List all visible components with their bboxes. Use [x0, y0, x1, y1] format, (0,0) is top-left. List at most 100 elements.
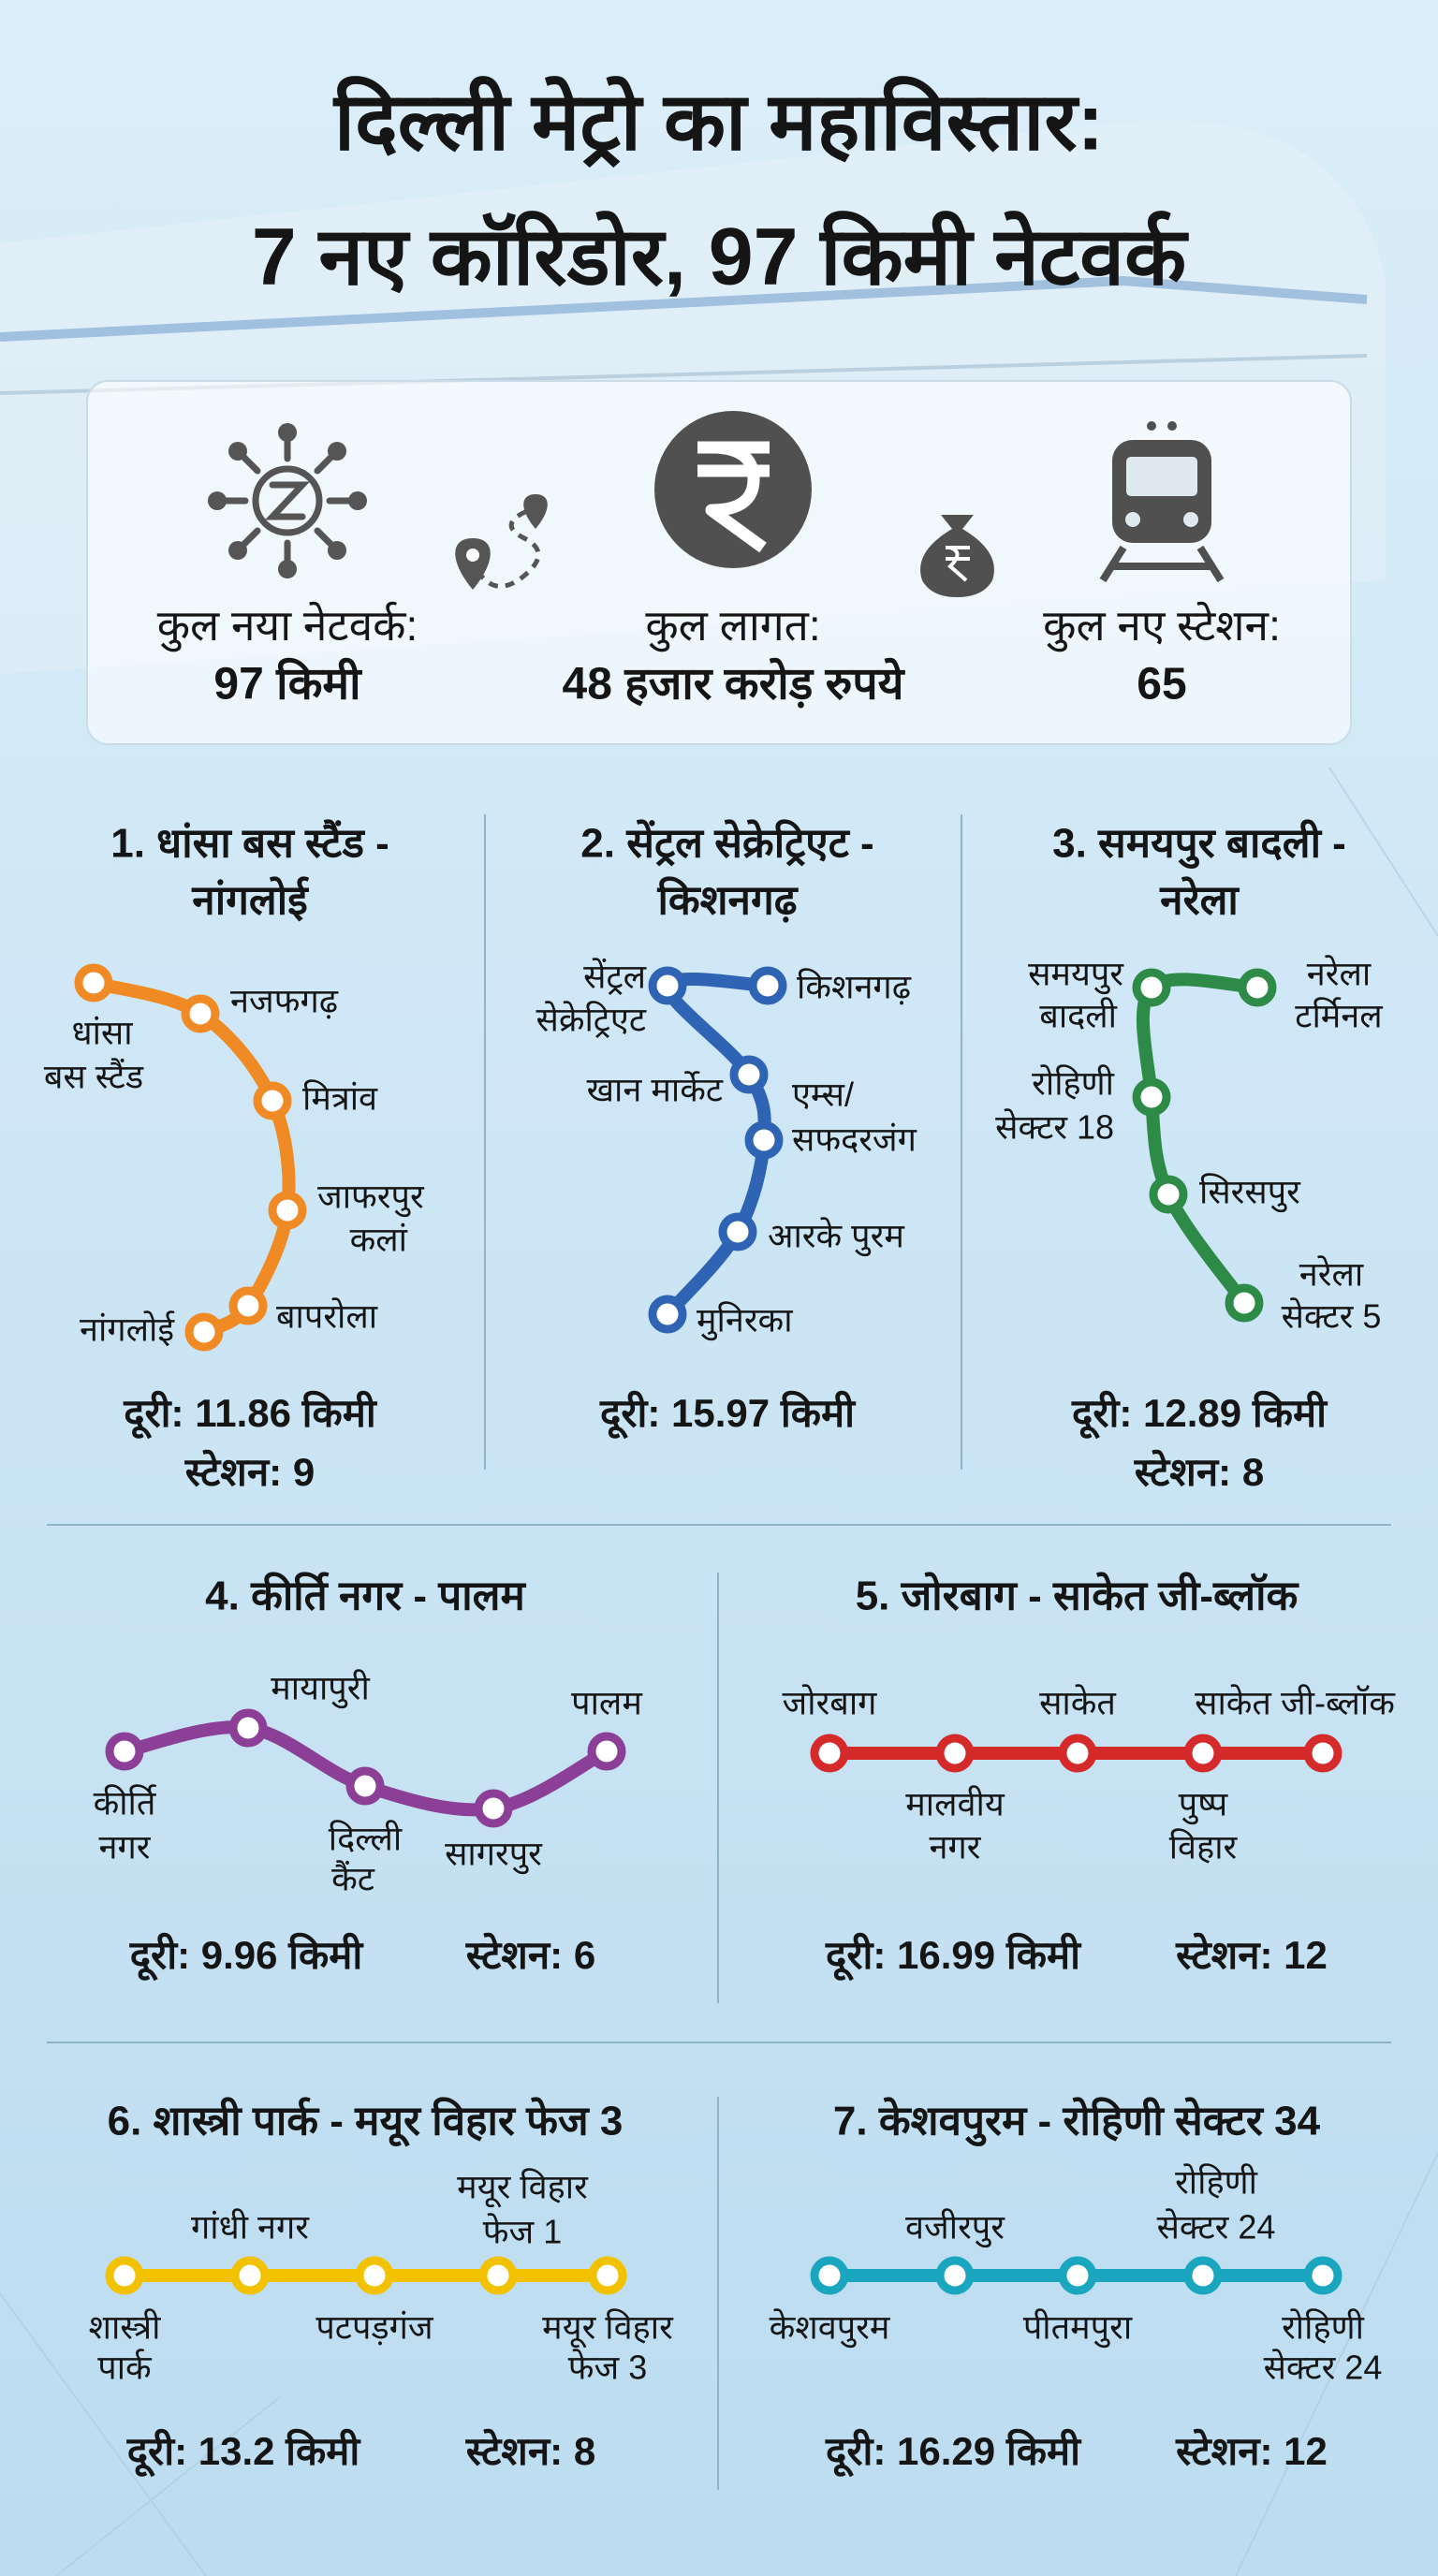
station-dot — [810, 1734, 849, 1773]
distance: दूरी: 15.97 किमी — [599, 1390, 857, 1440]
corridor-title: 4. कीर्ति नगर - पालम — [205, 1572, 526, 1619]
station-label: मायापुरी — [271, 1669, 370, 1709]
station-dot — [1238, 968, 1277, 1007]
summary-value: 48 हजार करोड़ रुपये — [563, 658, 906, 710]
station-label: नजफगढ़ — [230, 982, 339, 1020]
station-dot — [648, 966, 687, 1005]
station-label: रोहिणी — [1032, 1064, 1115, 1103]
station-label: मयूर विहार — [457, 2168, 589, 2208]
station-dot — [184, 1312, 224, 1352]
corridor: 2. सेंट्रल सेक्रेट्रिएट - किशनगढ़ सेंट्रल स… — [536, 819, 917, 1440]
summary-label: कुल नया नेटवर्क: — [157, 601, 418, 652]
station-label: गांधी नगर — [191, 2208, 310, 2247]
money-bag-icon — [920, 515, 994, 597]
station-label: मालवीय — [905, 1785, 1005, 1823]
station-label: शास्त्री — [88, 2308, 161, 2347]
summary-value: 65 — [1137, 660, 1186, 710]
station-label: बादली — [1039, 997, 1117, 1035]
station-dot — [935, 1734, 975, 1773]
corridor-title: 5. जोरबाग - साकेत जी-ब्लॉक — [856, 1572, 1300, 1619]
network-icon — [208, 423, 367, 578]
station-count: स्टेशन: 12 — [1175, 1932, 1328, 1977]
station-dot — [228, 1708, 268, 1748]
station-label: सेक्रेट्रिएट — [536, 1001, 646, 1039]
summary-value: 97 किमी — [213, 658, 362, 710]
station-dot — [1058, 2256, 1097, 2295]
station-label: दिल्ली — [329, 1820, 403, 1858]
station-label: पालम — [571, 1684, 643, 1722]
station-dot — [181, 994, 220, 1033]
station-label: नगर — [930, 1828, 982, 1866]
station-dot — [230, 2256, 270, 2295]
station-dot — [1303, 1734, 1343, 1773]
station-label: बस स्टैंड — [44, 1058, 144, 1096]
station-label: पुष्प — [1179, 1785, 1228, 1825]
station-label: सागरपुर — [445, 1835, 543, 1875]
station-label: धांसा — [71, 1014, 133, 1052]
station-label: कलां — [350, 1221, 408, 1259]
station-label: सेक्टर 18 — [995, 1108, 1114, 1147]
station-dot — [228, 1286, 268, 1325]
corridor-title: नांगलोई — [191, 876, 310, 924]
distance: दूरी: 13.2 किमी — [126, 2428, 362, 2478]
station-dot — [1149, 1175, 1188, 1214]
station-dot — [355, 2256, 394, 2295]
station-count: स्टेशन: 12 — [1175, 2428, 1328, 2473]
station-dot — [1132, 1077, 1171, 1117]
station-dot — [748, 966, 787, 1005]
distance: दूरी: 11.86 किमी — [123, 1390, 378, 1440]
station-label: मुनिरका — [697, 1301, 793, 1341]
station-dot — [1058, 1734, 1097, 1773]
corridor: 5. जोरबाग - साकेत जी-ब्लॉक जोरबाग मालवीय नग… — [783, 1572, 1397, 1982]
corridor-title: 3. समयपुर बादली - — [1052, 819, 1346, 870]
train-icon — [1099, 421, 1225, 583]
corridor-title: 6. शास्त्री पार्क - मयूर विहार फेज 3 — [108, 2097, 624, 2148]
distance: दूरी: 9.96 किमी — [129, 1932, 365, 1982]
faint-network-lines — [0, 767, 1438, 2576]
rupee-icon — [654, 411, 812, 568]
station-label: आरके पुरम — [768, 1217, 905, 1257]
station-label: केशवपुरम — [770, 2308, 891, 2349]
station-label: कीर्ति — [94, 1784, 157, 1822]
station-label: रोहिणी — [1175, 2163, 1258, 2202]
station-label: सफदरजंग — [792, 1120, 917, 1159]
station-label: कैंट — [331, 1860, 375, 1898]
station-dot — [935, 2256, 975, 2295]
station-label: नरेला — [1307, 955, 1372, 993]
corridor: 1. धांसा बस स्टैंड - नांगलोई धांसा बस स्टैं… — [44, 819, 425, 1494]
station-label: समयपुर — [1028, 955, 1124, 995]
corridor-title: किशनगढ़ — [656, 876, 799, 924]
corridor: 6. शास्त्री पार्क - मयूर विहार फेज 3 शास्… — [88, 2097, 674, 2478]
station-label: किशनगढ़ — [797, 968, 912, 1006]
station-label: सेक्टर 5 — [1282, 1297, 1382, 1336]
station-count: स्टेशन: 6 — [465, 1932, 595, 1977]
station-label: सिरसपुर — [1199, 1173, 1301, 1213]
station-dot — [1183, 1734, 1223, 1773]
station-label: वजीरपुर — [905, 2208, 1005, 2248]
corridor-title: 7. केशवपुरम - रोहिणी सेक्टर 34 — [833, 2097, 1321, 2147]
station-dot — [478, 2256, 518, 2295]
station-dot — [268, 1191, 307, 1230]
station-label: नरेला — [1299, 1255, 1364, 1294]
main-title: 7 नए कॉरिडोर, 97 किमी नेटवर्क — [252, 211, 1189, 302]
station-dot — [744, 1120, 784, 1160]
station-label: सेक्टर 24 — [1264, 2349, 1383, 2387]
station-count: स्टेशन: 8 — [1134, 1449, 1264, 1494]
route-icon — [455, 494, 548, 590]
station-label: विहार — [1169, 1828, 1239, 1866]
station-dot — [1303, 2256, 1343, 2295]
station-dot — [1225, 1283, 1264, 1323]
distance: दूरी: 12.89 किमी — [1071, 1390, 1328, 1440]
station-label: फेज 1 — [483, 2213, 563, 2251]
station-label: जाफरपुर — [317, 1178, 425, 1218]
station-dot — [729, 1055, 769, 1094]
station-dot — [105, 2256, 144, 2295]
station-label: बापरोला — [276, 1297, 378, 1336]
station-dot — [718, 1212, 757, 1251]
station-label: टर्मिनल — [1295, 997, 1383, 1035]
station-label: नांगलोई — [80, 1310, 175, 1349]
station-count: स्टेशन: 9 — [184, 1449, 315, 1494]
corridor: 7. केशवपुरम - रोहिणी सेक्टर 34 केशवपुरम वज… — [770, 2097, 1383, 2478]
